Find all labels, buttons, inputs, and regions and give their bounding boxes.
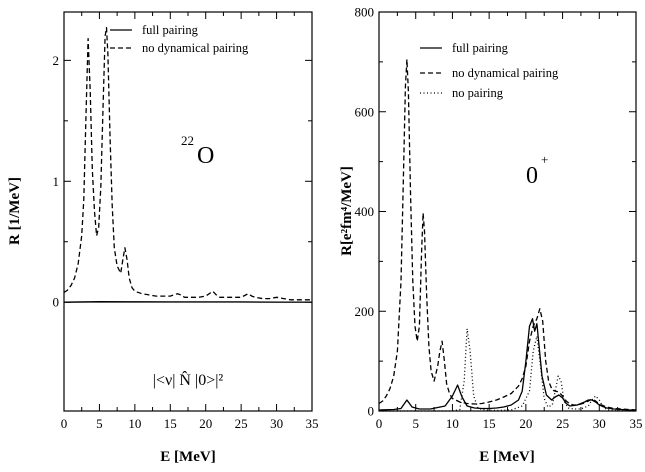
left-x-axis-title: E [MeV] [160,449,215,465]
left-x-ticks: 0 5 10 15 20 25 30 35 [61,12,319,431]
right-multipolarity-annotation: 0 + [526,152,548,189]
left-legend-label-full-pairing: full pairing [142,23,199,37]
right-legend: full pairing no dynamical pairing no pai… [420,41,559,100]
right-x-tick-label: 0 [376,416,383,431]
right-legend-label-no-dynamical-pairing: no dynamical pairing [452,66,559,80]
right-legend-label-no-pairing: no pairing [452,86,504,100]
left-series-no-dynamical-pairing [63,27,312,301]
left-x-tick-label: 30 [270,416,283,431]
left-y-tick-label: 2 [53,53,60,68]
left-series-full-pairing [63,301,312,303]
right-y-tick-label: 0 [368,404,375,419]
right-y-tick-label: 600 [355,104,375,119]
right-series-no-dynamical-pairing [378,58,637,411]
left-y-axis-title: R [1/MeV] [7,177,23,245]
right-x-tick-label: 5 [412,416,419,431]
right-annotation-main: 0 [526,163,538,189]
right-annotation-parity: + [541,152,548,167]
left-annotation-mass-number: 22 [181,133,194,148]
right-legend-label-full-pairing: full pairing [452,41,509,55]
right-x-tick-label: 10 [446,416,459,431]
right-series-no-pairing [379,328,636,412]
left-x-tick-label: 35 [306,416,319,431]
right-y-tick-label: 200 [355,304,375,319]
left-chart-panel: 0 5 10 15 20 25 30 35 0 1 2 E [MeV] R [1/MeV] ful… [7,11,319,465]
right-x-tick-label: 25 [556,416,569,431]
right-y-ticks: 0 200 400 600 800 [355,5,636,419]
right-y-axis-title: R[e²fm⁴/MeV] [339,166,355,256]
left-legend: full pairing no dynamical pairing [110,23,249,55]
left-x-tick-label: 0 [61,416,68,431]
right-x-tick-label: 35 [630,416,643,431]
left-x-tick-label: 15 [164,416,177,431]
right-x-tick-label: 15 [483,416,496,431]
left-y-tick-label: 1 [53,174,60,189]
right-x-tick-label: 20 [519,416,532,431]
right-y-tick-label: 800 [355,5,375,20]
right-chart-panel: 0 5 10 15 20 25 30 35 0 200 400 600 800 E [MeV] R[e… [339,5,643,466]
left-x-tick-label: 5 [96,416,103,431]
right-chart-marks [378,58,637,412]
right-x-tick-label: 30 [593,416,606,431]
left-x-tick-label: 20 [199,416,212,431]
left-nucleus-annotation: 22 O [181,133,214,169]
left-chart-marks [63,27,312,303]
right-series-full-pairing [378,318,636,411]
left-x-tick-label: 10 [128,416,141,431]
left-legend-label-no-dynamical-pairing: no dynamical pairing [142,41,249,55]
left-x-tick-label: 25 [235,416,248,431]
left-y-ticks: 0 1 2 [53,53,312,310]
right-x-axis-title: E [MeV] [479,449,534,465]
left-annotation-element: O [197,143,214,169]
left-operator-label: |<ν| N̂ |0>|² [153,370,224,389]
left-plot-frame [63,11,313,412]
right-y-tick-label: 400 [355,204,375,219]
right-x-ticks: 0 5 10 15 20 25 30 35 [376,12,643,431]
left-y-tick-label: 0 [53,295,60,310]
